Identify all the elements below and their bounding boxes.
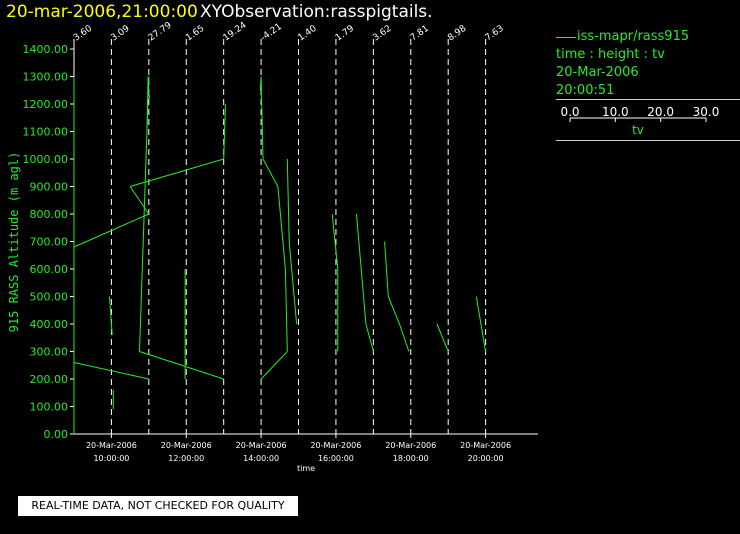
observation-title: XYObservation:rasspigtails. [200, 2, 433, 22]
x-tick-label-date: 20-Mar-2006 [236, 441, 287, 450]
series-segment [73, 213, 150, 248]
series-segment [223, 103, 226, 160]
profile-value-label: 27.79 [147, 20, 174, 43]
series-segment [475, 296, 487, 352]
y-tick-label: 700.00 [30, 236, 69, 249]
y-tick-label: 300.00 [30, 346, 69, 359]
legend-swatch [556, 36, 576, 38]
y-tick-label: 200.00 [30, 373, 69, 386]
x-axis-label: time [297, 464, 315, 473]
series-segment [129, 186, 150, 215]
x-ticks: 20-Mar-2006 10:00:00 20-Mar-2006 12:00:00 20… [86, 434, 511, 463]
series-lines [73, 76, 487, 434]
y-tick-label: 800.00 [30, 208, 69, 221]
y-tick-label: 500.00 [30, 291, 69, 304]
y-tick-label: 1300.00 [23, 71, 69, 84]
x-tick-label-date: 20-Mar-2006 [385, 441, 436, 450]
x-tick-label-date: 20-Mar-2006 [460, 441, 511, 450]
legend-scale-tick-label: 20.0 [647, 105, 674, 119]
profile-value-label: 3.62 [371, 24, 393, 44]
legend: iss-mapr/rass915 time : height : tv 20-M… [556, 28, 740, 141]
legend-series-name: iss-mapr/rass915 [577, 29, 690, 44]
y-tick-label: 400.00 [30, 318, 69, 331]
profile-value-label: 1.65 [184, 24, 206, 44]
profile-value-label: 7.81 [409, 24, 431, 44]
series-segment [139, 76, 150, 352]
y-axis-label: 915 RASS Altitude (m agl) [7, 152, 21, 333]
profile-value-label: 3.60 [72, 24, 94, 44]
x-tick-label-time: 16:00:00 [318, 454, 354, 463]
x-tick-label-date: 20-Mar-2006 [161, 441, 212, 450]
title-bar: 20-mar-2006,21:00:00 XYObservation:rassp… [0, 0, 740, 26]
series-segment [286, 158, 298, 325]
series-segment [109, 296, 113, 336]
x-tick-label-date: 20-Mar-2006 [86, 441, 137, 450]
x-tick-label-time: 14:00:00 [243, 454, 279, 463]
series-segment [139, 351, 224, 380]
legend-divider [556, 140, 740, 141]
profile-value-label: 8.98 [446, 24, 468, 44]
legend-divider [556, 99, 740, 100]
y-tick-label: 900.00 [30, 181, 69, 194]
y-tick-label: 1100.00 [23, 126, 69, 139]
series-segment [331, 213, 339, 352]
y-tick-label: 0.00 [44, 428, 69, 441]
profile-value-label: 1.79 [334, 24, 356, 44]
series-segment [356, 213, 374, 352]
profile-value-label: 3.09 [109, 24, 131, 44]
legend-entry: iss-mapr/rass915 [556, 28, 740, 46]
y-tick-label: 1000.00 [23, 153, 69, 166]
x-tick-label-date: 20-Mar-2006 [310, 441, 361, 450]
series-segment [260, 351, 288, 380]
x-tick-label-time: 18:00:00 [393, 454, 429, 463]
legend-scale-tick-label: 10.0 [602, 105, 629, 119]
x-tick-label-time: 20:00:00 [468, 454, 504, 463]
profile-value-label: 19.24 [222, 20, 249, 43]
profile-value-label: 7.63 [484, 24, 506, 44]
profile-value-labels: 3.60 3.09 27.79 1.65 19.24 -4.21 1.40 1.79 3.62 7… [72, 20, 506, 43]
legend-color-scale: 0.0 10.0 20.0 30.0 tv [560, 105, 720, 137]
legend-variables: time : height : tv [556, 47, 665, 62]
profile-time-lines [73, 39, 487, 434]
legend-scale-tick-label: 30.0 [693, 105, 720, 119]
x-tick-label-time: 12:00:00 [168, 454, 204, 463]
observation-time: 20-mar-2006,21:00:00 [6, 2, 198, 22]
x-tick-label-time: 10:00:00 [93, 454, 129, 463]
series-segment [436, 323, 449, 352]
y-tick-label: 1400.00 [23, 43, 69, 56]
legend-date: 20-Mar-2006 [556, 65, 639, 80]
profile-value-label: -4.21 [259, 22, 284, 44]
quality-notice: REAL-TIME DATA, NOT CHECKED FOR QUALITY [18, 496, 298, 516]
y-tick-label: 1200.00 [23, 98, 69, 111]
profile-value-label: 1.40 [297, 24, 319, 44]
series-segment [129, 158, 224, 187]
y-ticks: 0.00 100.00 200.00 300.00 400.00 500.00 600.00… [23, 43, 74, 441]
legend-time: 20:00:51 [556, 83, 615, 98]
legend-scale-tick-label: 0.0 [560, 105, 579, 119]
legend-scale-label: tv [632, 123, 644, 137]
series-segment [259, 76, 288, 352]
y-tick-label: 100.00 [30, 401, 69, 414]
y-tick-label: 600.00 [30, 263, 69, 276]
series-segment [384, 241, 410, 352]
series-segment [73, 362, 149, 380]
